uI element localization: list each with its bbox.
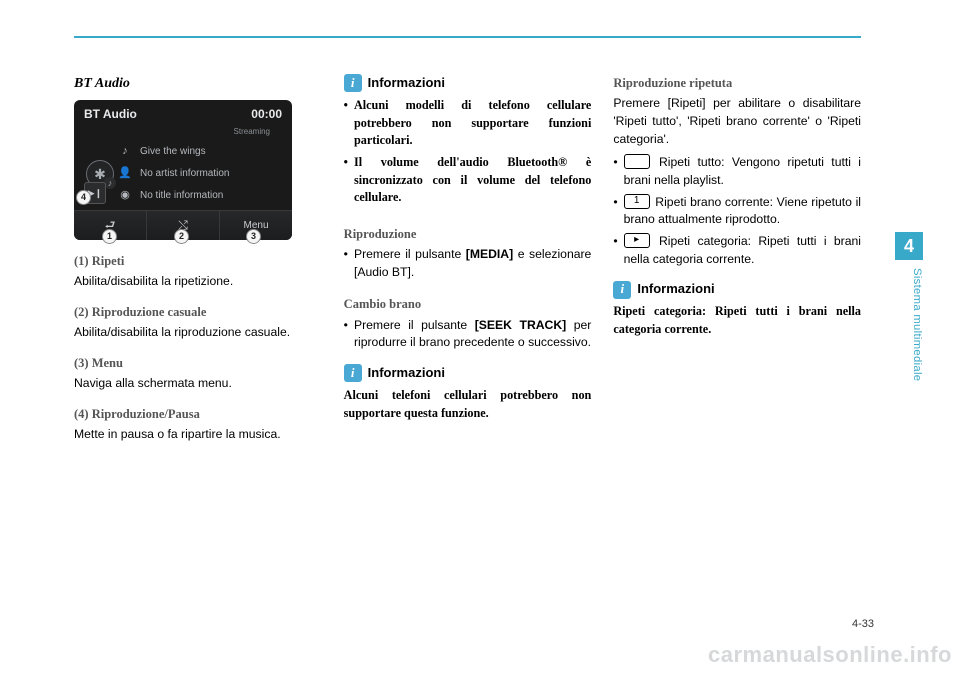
chapter-label: Sistema multimediale	[895, 268, 923, 568]
repeat-all-icon	[624, 154, 650, 169]
screen-streaming-label: Streaming	[74, 126, 292, 138]
info-bullet-1-text: Alcuni modelli di telefono cellulare pot…	[354, 97, 591, 150]
screen-row-1: ♪ Give the wings	[118, 141, 282, 163]
disc-icon: ◉	[118, 188, 132, 204]
screen-title: BT Audio	[84, 106, 137, 123]
repeat-category-icon: ▸	[624, 233, 650, 248]
track-title: Give the wings	[140, 145, 206, 160]
info-heading-3: i Informazioni	[613, 280, 861, 299]
watermark: carmanualsonline.info	[708, 642, 952, 668]
info-label-3: Informazioni	[637, 280, 714, 299]
sub-1-title: (1) Ripeti	[74, 252, 322, 270]
sub-2-text: Abilita/disabilita la riproduzione casua…	[74, 324, 322, 342]
riproduzione-ripetuta-intro: Premere [Ripeti] per abilitare o disabil…	[613, 95, 861, 148]
riproduzione-bullet: • Premere il pulsante [MEDIA] e selezion…	[344, 246, 592, 281]
info3-text: Ripeti categoria: Ripeti tutti i brani n…	[613, 303, 861, 338]
header-rule	[74, 36, 861, 38]
info-bullet-2-text: Il volume dell'audio Bluetooth® è sincro…	[354, 154, 591, 207]
info-icon: i	[344, 364, 362, 382]
screen-row-2: 👤 No artist information	[118, 163, 282, 185]
repeat-bullet-3: • ▸ Ripeti categoria: Ripeti tutti i bra…	[613, 233, 861, 268]
info-heading-2: i Informazioni	[344, 364, 592, 383]
info-bullet-1: • Alcuni modelli di telefono cellulare p…	[344, 97, 592, 150]
sub-4-text: Mette in pausa o fa ripartire la musica.	[74, 426, 322, 444]
title-info: No title information	[140, 189, 223, 204]
repeat-bullet-3-text: ▸ Ripeti categoria: Ripeti tutti i brani…	[624, 233, 861, 268]
column-2: i Informazioni • Alcuni modelli di telef…	[344, 74, 592, 614]
sub-4-title: (4) Riproduzione/Pausa	[74, 405, 322, 423]
bullet-dot: •	[613, 194, 617, 229]
column-3: Riproduzione ripetuta Premere [Ripeti] p…	[613, 74, 861, 614]
repeat-bullet-1-text: Ripeti tutto: Vengono ripetuti tutti i b…	[624, 154, 861, 189]
repeat-one-icon: 1	[624, 194, 650, 209]
sub-3-title: (3) Menu	[74, 354, 322, 372]
chapter-tab: 4	[895, 232, 923, 260]
infotainment-screenshot: BT Audio 00:00 Streaming ✱ ♪ ♪ Give the …	[74, 100, 292, 240]
sub-3-text: Naviga alla schermata menu.	[74, 375, 322, 393]
cambio-title: Cambio brano	[344, 295, 592, 313]
person-icon: 👤	[118, 166, 132, 182]
column-1: BT Audio BT Audio 00:00 Streaming ✱ ♪ ♪ …	[74, 74, 322, 614]
repeat-bullet-2: • 1 Ripeti brano corrente: Viene ripetut…	[613, 194, 861, 229]
screen-topbar: BT Audio 00:00	[74, 100, 292, 127]
sub-1-text: Abilita/disabilita la ripetizione.	[74, 273, 322, 291]
page-columns: BT Audio BT Audio 00:00 Streaming ✱ ♪ ♪ …	[74, 74, 861, 614]
music-note-icon: ♪	[118, 144, 132, 160]
screen-time: 00:00	[251, 106, 282, 123]
screen-row-3: ◉ No title information	[118, 185, 282, 207]
bullet-dot: •	[613, 154, 617, 189]
info-icon: i	[613, 281, 631, 299]
riproduzione-ripetuta-title: Riproduzione ripetuta	[613, 74, 861, 92]
callout-1: 1	[102, 229, 117, 244]
bt-audio-title: BT Audio	[74, 74, 322, 94]
info-icon: i	[344, 74, 362, 92]
bullet-dot: •	[344, 246, 348, 281]
bullet-dot: •	[613, 233, 617, 268]
repeat-bullet-2-text: 1 Ripeti brano corrente: Viene ripetuto …	[624, 194, 861, 229]
bullet-dot: •	[344, 317, 348, 352]
riproduzione-title: Riproduzione	[344, 225, 592, 243]
info-label-2: Informazioni	[368, 364, 445, 383]
artist-info: No artist information	[140, 167, 229, 182]
callout-2: 2	[174, 229, 189, 244]
info-label-1: Informazioni	[368, 74, 445, 93]
cambio-bullet: • Premere il pulsante [SEEK TRACK] per r…	[344, 317, 592, 352]
info-heading-1: i Informazioni	[344, 74, 592, 93]
riproduzione-text: Premere il pulsante [MEDIA] e selezionar…	[354, 246, 591, 281]
sub-2-title: (2) Riproduzione casuale	[74, 303, 322, 321]
page-number: 4-33	[852, 618, 874, 630]
repeat-bullet-1: • Ripeti tutto: Vengono ripetuti tutti i…	[613, 154, 861, 189]
bullet-dot: •	[344, 154, 348, 207]
cambio-text: Premere il pulsante [SEEK TRACK] per rip…	[354, 317, 591, 352]
bullet-dot: •	[344, 97, 348, 150]
callout-3: 3	[246, 229, 261, 244]
info2-text: Alcuni telefoni cellulari potrebbero non…	[344, 387, 592, 422]
info-bullet-2: • Il volume dell'audio Bluetooth® è sinc…	[344, 154, 592, 207]
